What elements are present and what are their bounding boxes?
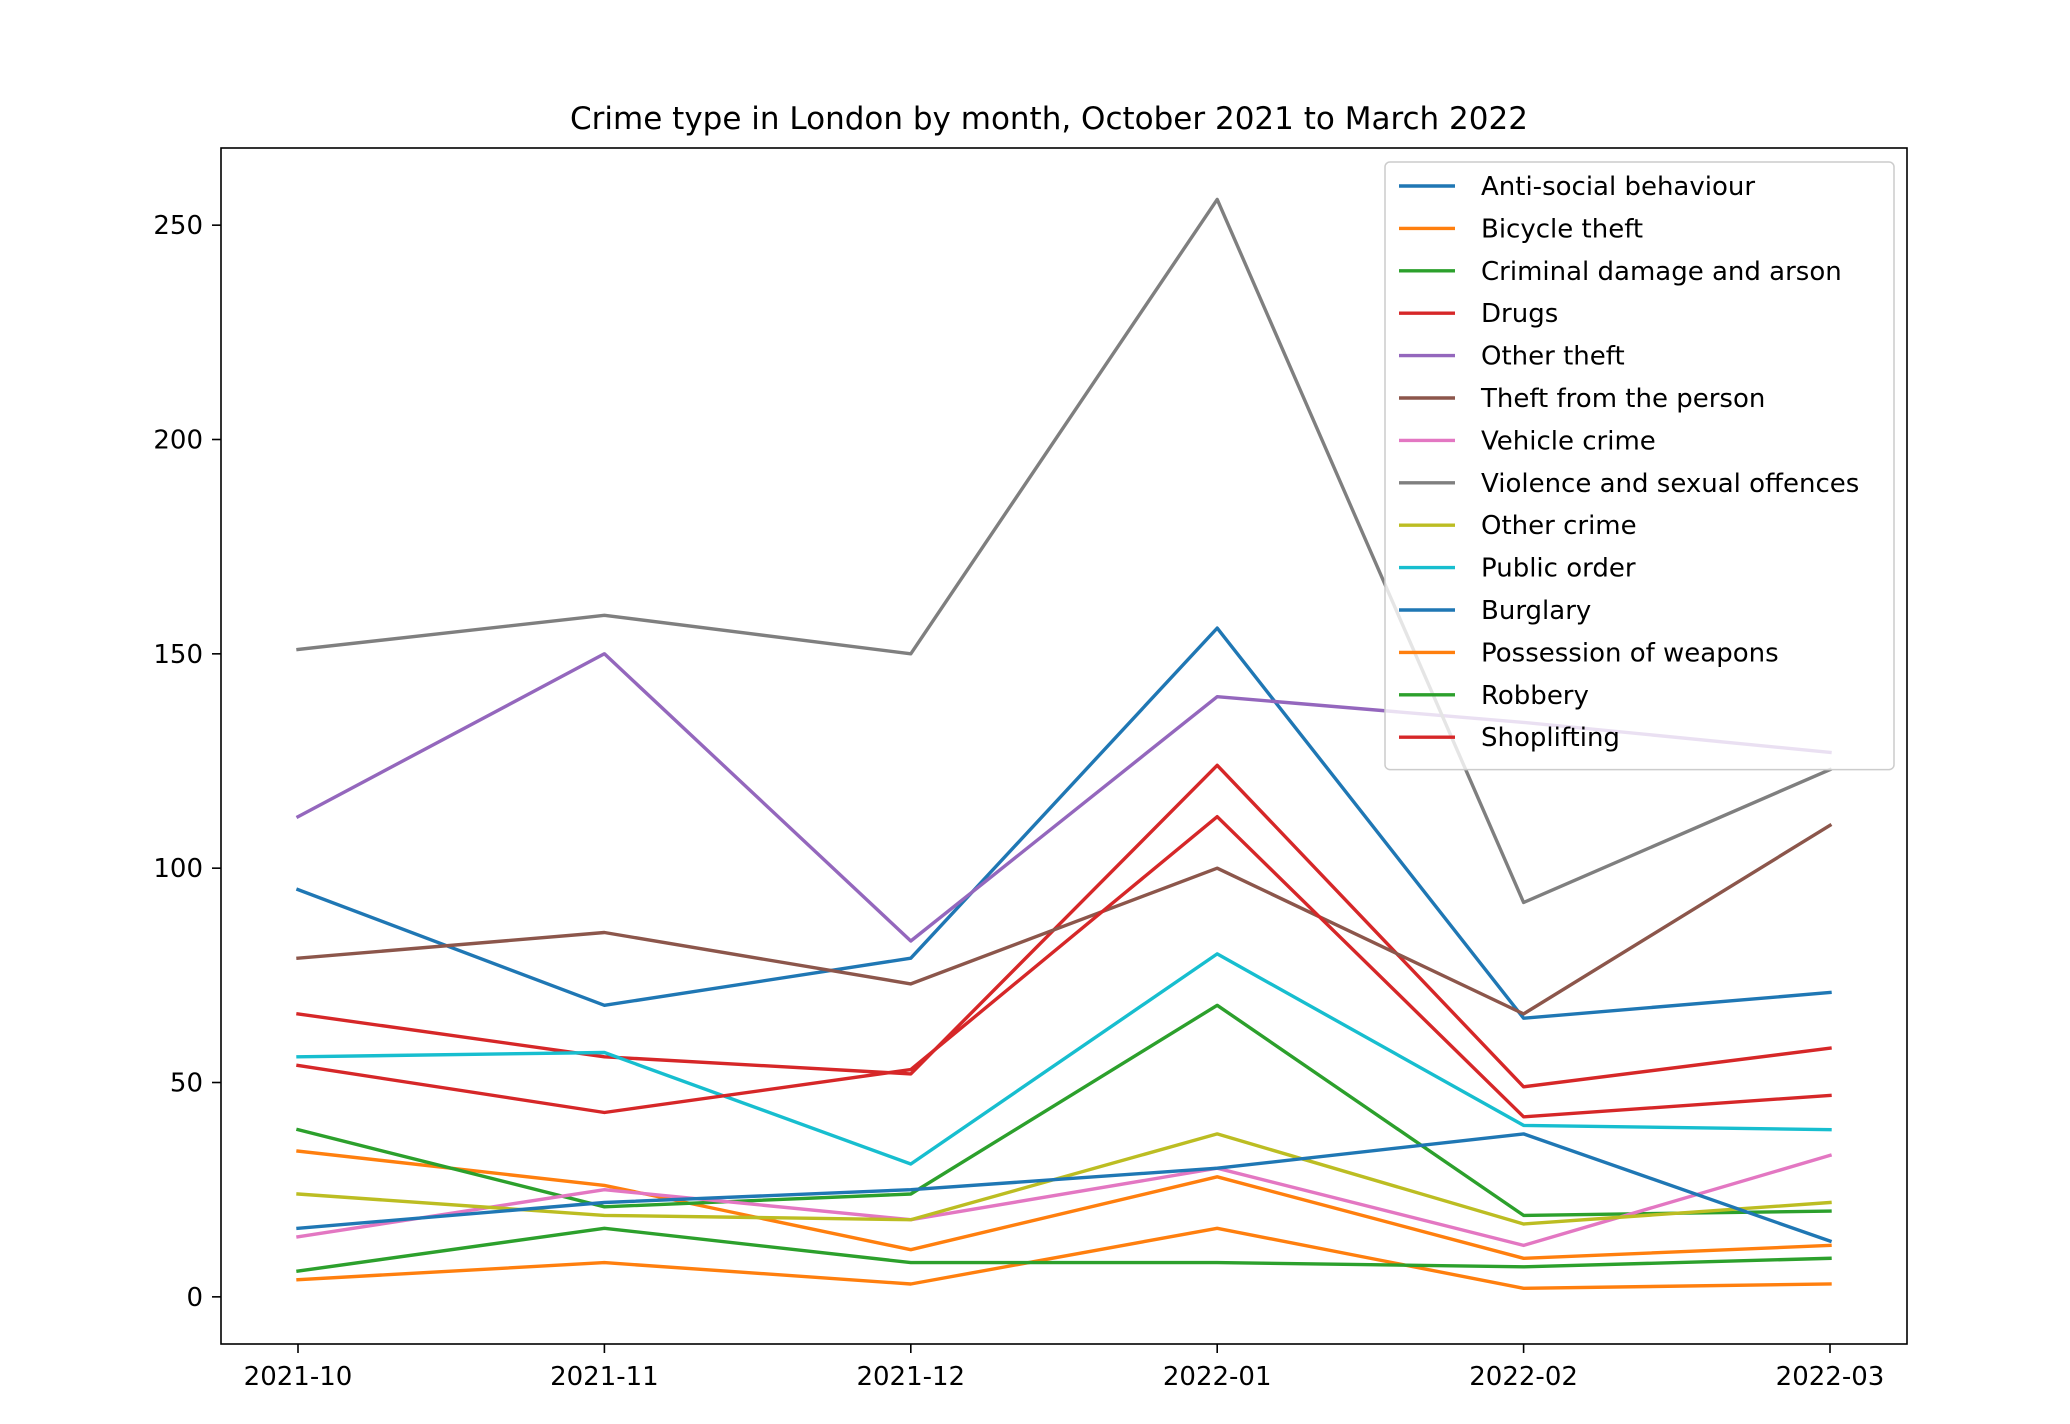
legend-label-1: Bicycle theft [1481, 214, 1643, 244]
legend: Anti-social behaviour Bicycle theft Crimin… [1384, 161, 1895, 771]
y-axis: 0 50 100 150 200 250 [153, 211, 221, 1313]
legend-label-13: Shoplifting [1481, 723, 1620, 753]
legend-box [1384, 161, 1895, 771]
series-line-10 [296, 1132, 1833, 1244]
x-tick-label: 2022-01 [1163, 1362, 1272, 1392]
legend-label-0: Anti-social behaviour [1481, 172, 1755, 202]
series-line-13 [296, 815, 1832, 1119]
legend-label-7: Violence and sexual offences [1481, 469, 1859, 499]
series-line-5 [296, 822, 1833, 1016]
series-line-9 [296, 952, 1832, 1166]
legend-label-11: Possession of weapons [1481, 638, 1779, 668]
y-tick-label: 250 [153, 211, 203, 241]
y-tick-label: 50 [170, 1069, 203, 1099]
legend-label-12: Robbery [1481, 681, 1589, 711]
legend-label-4: Other theft [1481, 342, 1625, 372]
x-tick-label: 2022-03 [1776, 1362, 1885, 1392]
chart-title: Crime type in London by month, October 2… [570, 101, 1528, 137]
series-lines [295, 197, 1833, 1291]
y-tick-label: 0 [186, 1283, 203, 1313]
legend-label-2: Criminal damage and arson [1481, 257, 1842, 287]
x-tick-label: 2021-10 [244, 1362, 353, 1392]
series-line-2 [295, 1003, 1832, 1218]
x-tick-label: 2021-12 [856, 1362, 965, 1392]
legend-label-9: Public order [1481, 554, 1636, 584]
plot-area [220, 147, 1908, 1345]
y-tick-label: 150 [153, 640, 203, 670]
y-tick-label: 100 [153, 854, 203, 884]
legend-label-10: Burglary [1481, 596, 1591, 626]
series-line-8 [296, 1132, 1832, 1226]
series-line-3 [296, 763, 1832, 1089]
x-tick-label: 2021-11 [550, 1362, 659, 1392]
legend-label-8: Other crime [1481, 511, 1637, 541]
x-axis: 2021-10 2021-11 2021-12 2022-01 2022-02 2022-… [244, 1344, 1885, 1392]
series-line-0 [295, 626, 1832, 1020]
series-line-7 [296, 197, 1833, 905]
series-line-12 [296, 1226, 1832, 1274]
series-line-1 [296, 1149, 1832, 1261]
series-line-11 [296, 1226, 1832, 1291]
series-line-6 [296, 1153, 1833, 1248]
y-tick-label: 200 [153, 425, 203, 455]
legend-label-5: Theft from the person [1480, 384, 1765, 414]
legend-label-3: Drugs [1481, 299, 1558, 329]
legend-label-6: Vehicle crime [1481, 426, 1656, 456]
x-tick-label: 2022-02 [1469, 1362, 1578, 1392]
